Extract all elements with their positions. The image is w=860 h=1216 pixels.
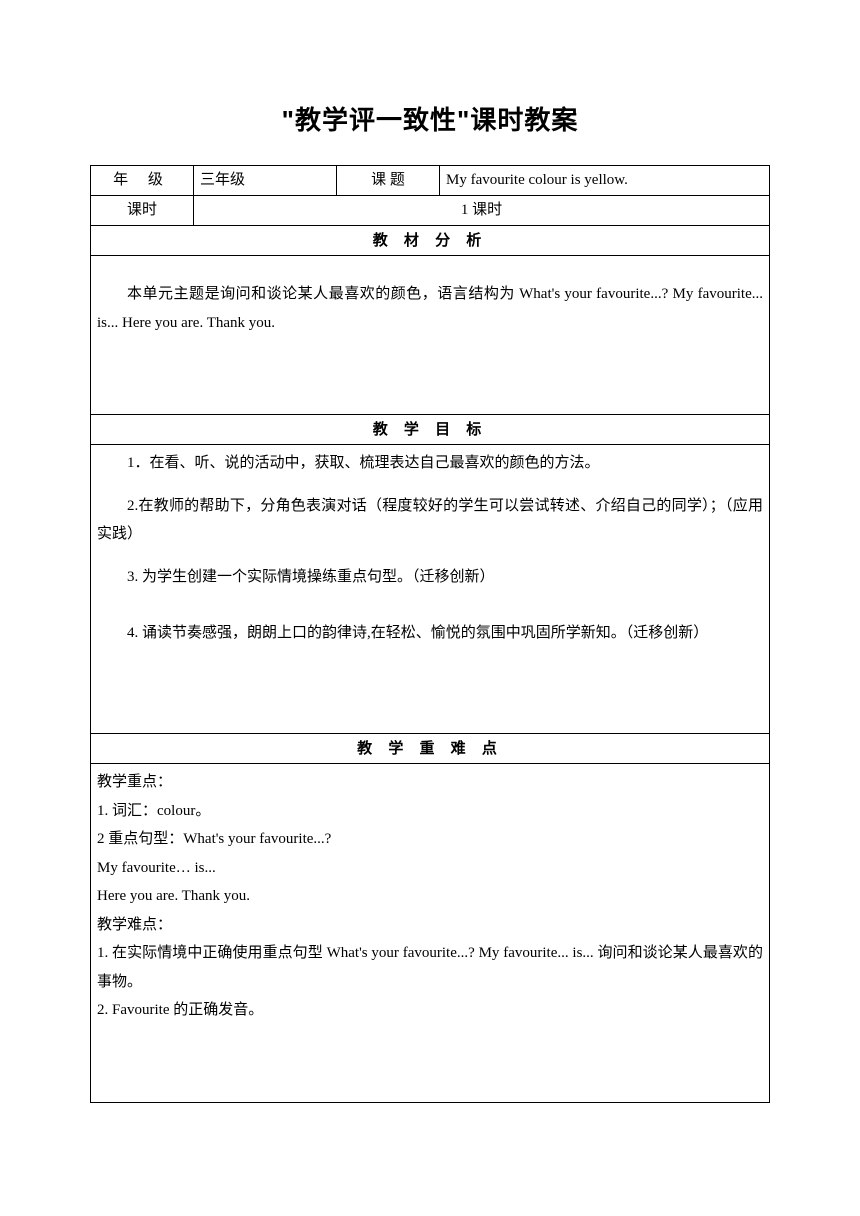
objectives-header: 教 学 目 标	[91, 415, 770, 445]
keypoint-line: 2. Favourite 的正确发音。	[97, 996, 763, 1025]
keypoint-line: 1. 在实际情境中正确使用重点句型 What's your favourite.…	[97, 939, 763, 996]
period-label: 课时	[91, 196, 194, 226]
grade-label: 年 级	[91, 166, 194, 196]
keypoint-line: 教学难点：	[97, 911, 763, 940]
document-title: "教学评一致性"课时教案	[90, 100, 770, 137]
objectives-body: 1．在看、听、说的活动中，获取、梳理表达自己最喜欢的颜色的方法。 2.在教师的帮…	[91, 445, 770, 734]
keypoint-line: 2 重点句型：What's your favourite...?	[97, 825, 763, 854]
keypoint-line: 1. 词汇：colour。	[97, 797, 763, 826]
analysis-body: 本单元主题是询问和谈论某人最喜欢的颜色，语言结构为 What's your fa…	[91, 256, 770, 415]
lesson-plan-table: 年 级 三年级 课 题 My favourite colour is yello…	[90, 165, 770, 1103]
page-container: "教学评一致性"课时教案 年 级 三年级 课 题 My favourite co…	[0, 0, 860, 1163]
objectives-body-row: 1．在看、听、说的活动中，获取、梳理表达自己最喜欢的颜色的方法。 2.在教师的帮…	[91, 445, 770, 734]
analysis-text: 本单元主题是询问和谈论某人最喜欢的颜色，语言结构为 What's your fa…	[97, 280, 763, 337]
analysis-header: 教 材 分 析	[91, 226, 770, 256]
topic-value: My favourite colour is yellow.	[440, 166, 770, 196]
header-row-1: 年 级 三年级 课 题 My favourite colour is yello…	[91, 166, 770, 196]
keypoint-line: Here you are. Thank you.	[97, 882, 763, 911]
keypoint-line: 教学重点：	[97, 768, 763, 797]
keypoints-body-row: 教学重点： 1. 词汇：colour。 2 重点句型：What's your f…	[91, 764, 770, 1103]
objective-item: 2.在教师的帮助下，分角色表演对话（程度较好的学生可以尝试转述、介绍自己的同学）…	[97, 492, 763, 549]
objective-item: 1．在看、听、说的活动中，获取、梳理表达自己最喜欢的颜色的方法。	[97, 449, 763, 478]
objective-item: 3. 为学生创建一个实际情境操练重点句型。（迁移创新）	[97, 563, 763, 592]
analysis-header-row: 教 材 分 析	[91, 226, 770, 256]
analysis-body-row: 本单元主题是询问和谈论某人最喜欢的颜色，语言结构为 What's your fa…	[91, 256, 770, 415]
topic-label: 课 题	[337, 166, 440, 196]
objective-item: 4. 诵读节奏感强，朗朗上口的韵律诗,在轻松、愉悦的氛围中巩固所学新知。（迁移创…	[97, 619, 763, 648]
objectives-header-row: 教 学 目 标	[91, 415, 770, 445]
keypoints-header-row: 教 学 重 难 点	[91, 734, 770, 764]
keypoint-line: My favourite… is...	[97, 854, 763, 883]
keypoints-body: 教学重点： 1. 词汇：colour。 2 重点句型：What's your f…	[91, 764, 770, 1103]
keypoints-header: 教 学 重 难 点	[91, 734, 770, 764]
period-value: 1 课时	[194, 196, 770, 226]
header-row-2: 课时 1 课时	[91, 196, 770, 226]
grade-value: 三年级	[194, 166, 337, 196]
